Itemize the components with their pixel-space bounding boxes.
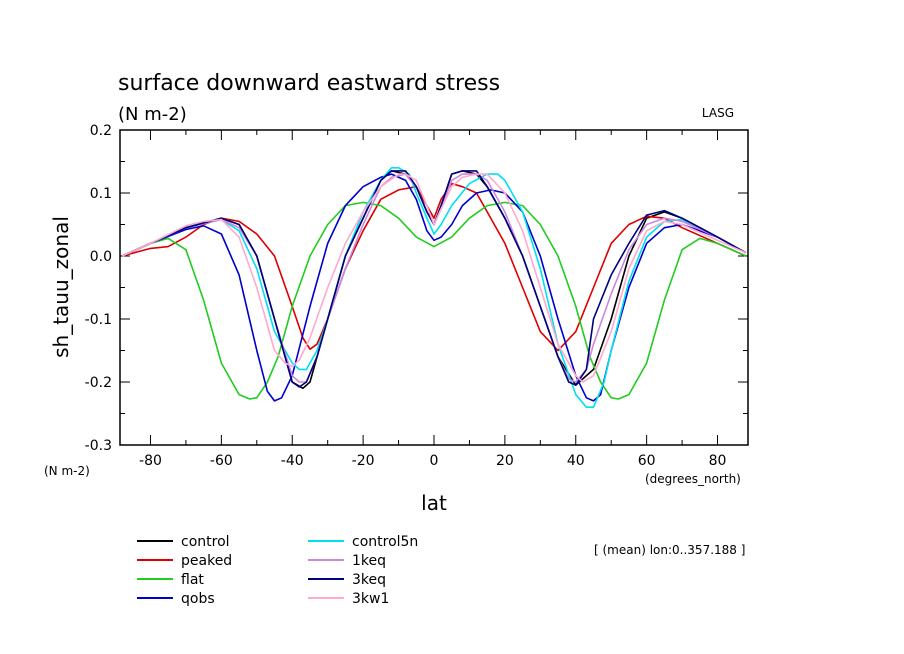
y-tick-label: -0.2	[85, 375, 112, 391]
legend-label-qobs: qobs	[181, 591, 215, 607]
x-tick-label: -40	[281, 453, 304, 469]
legend-label-1keq: 1keq	[352, 553, 386, 569]
y-tick-label: -0.1	[85, 312, 112, 328]
x-axis: -80 -60 -40 -20 0 20 40 60 80	[139, 130, 726, 469]
y-axis: 0.2 0.1 0.0 -0.1 -0.2 -0.3	[85, 123, 748, 454]
y-tick-label: 0.2	[90, 123, 112, 139]
x-axis-label: lat	[421, 491, 447, 515]
legend-label-control: control	[181, 534, 230, 550]
legend-label-3kw1: 3kw1	[352, 591, 389, 607]
chart-subtitle: (N m-2)	[118, 104, 187, 125]
x-tick-label: 40	[567, 453, 585, 469]
x-tick-label: 80	[709, 453, 727, 469]
plot-frame	[119, 129, 749, 446]
series-line-peaked	[121, 182, 747, 352]
series-lines	[121, 167, 747, 409]
series-line-control	[121, 170, 747, 390]
series-line-1keq	[121, 173, 747, 383]
lon-note: [ (mean) lon:0..357.188 ]	[594, 543, 745, 557]
legend-label-3keq: 3keq	[352, 572, 386, 588]
x-tick-label: 0	[430, 453, 439, 469]
legend: control peaked flat qobs control5n 1keq 3keq 3k…	[137, 534, 418, 607]
series-line-3keq	[121, 170, 747, 388]
y-tick-label: 0.1	[90, 186, 112, 202]
y-tick-label: -0.3	[85, 438, 112, 454]
chart-title: surface downward eastward stress	[118, 71, 500, 96]
x-tick-label: -20	[352, 453, 375, 469]
series-line-control5n	[121, 167, 747, 409]
y-axis-units: (N m-2)	[44, 464, 90, 478]
series-line-qobs	[121, 173, 747, 402]
x-tick-label: -60	[210, 453, 233, 469]
x-tick-label: 20	[496, 453, 514, 469]
series-line-3kw1	[121, 173, 747, 383]
legend-label-control5n: control5n	[352, 534, 418, 550]
corner-label: LASG	[702, 106, 734, 120]
series-line-flat	[121, 201, 747, 400]
x-axis-units: (degrees_north)	[645, 472, 741, 486]
y-tick-label: 0.0	[90, 249, 112, 265]
x-tick-label: -80	[139, 453, 162, 469]
x-tick-label: 60	[638, 453, 656, 469]
legend-label-peaked: peaked	[181, 553, 232, 569]
legend-label-flat: flat	[181, 572, 204, 588]
y-axis-label: sh_tauu_zonal	[49, 216, 73, 358]
